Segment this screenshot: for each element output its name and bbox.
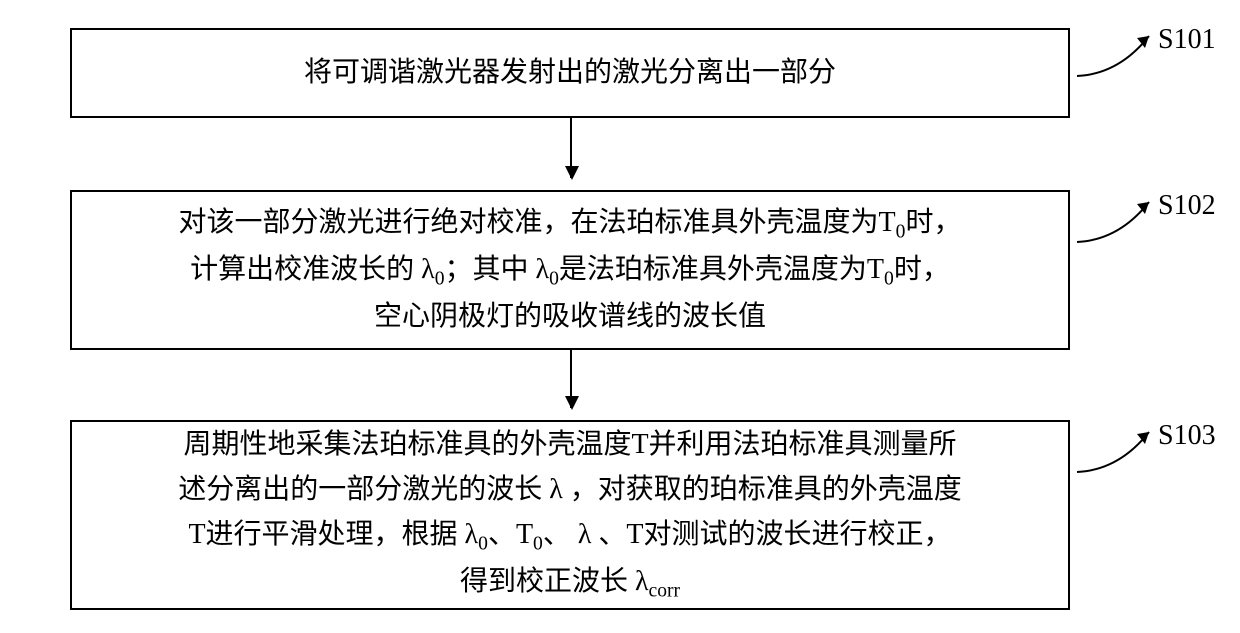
step-text-S103: 周期性地采集法珀标准具的外壳温度T并利用法珀标准具测量所述分离出的一部分激光的波… (92, 423, 1048, 606)
step-text-S102: 对该一部分激光进行绝对校准，在法珀标准具外壳温度为T0时，计算出校准波长的 λ0… (92, 201, 1048, 340)
arrow-down-2 (570, 350, 572, 408)
step-box-S102: 对该一部分激光进行绝对校准，在法珀标准具外壳温度为T0时，计算出校准波长的 λ0… (70, 190, 1070, 350)
step-box-S101: 将可调谐激光器发射出的激光分离出一部分 (70, 28, 1070, 118)
step-label-S102: S102 (1158, 190, 1216, 222)
step-label-S101: S101 (1158, 24, 1216, 56)
step-label-S103: S103 (1158, 420, 1216, 452)
flowchart-canvas: 将可调谐激光器发射出的激光分离出一部分 S101 对该一部分激光进行绝对校准，在法珀… (0, 0, 1240, 633)
arrow-down-1 (570, 118, 572, 178)
step-box-S103: 周期性地采集法珀标准具的外壳温度T并利用法珀标准具测量所述分离出的一部分激光的波… (70, 420, 1070, 610)
pointer-S103 (1075, 426, 1155, 476)
step-text-S101: 将可调谐激光器发射出的激光分离出一部分 (92, 51, 1048, 96)
pointer-S101 (1075, 30, 1155, 80)
pointer-S102 (1075, 196, 1155, 246)
